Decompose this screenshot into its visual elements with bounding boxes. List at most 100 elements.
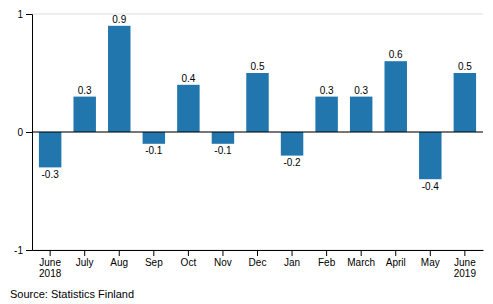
x-tick-mark: [326, 250, 327, 256]
grid-line: [32, 132, 483, 133]
x-tick: Oct: [181, 250, 197, 268]
y-tick: -1: [14, 245, 32, 256]
plot: -0.3 0.3 0.9 -0.1 0.4 -0.1 0.5 -0.2 0.3 0.3 0.6 -0.…: [14, 9, 483, 279]
x-tick-mark: [222, 250, 223, 256]
x-tick: Nov: [214, 250, 232, 268]
x-tick-mark: [188, 250, 189, 256]
x-tick-mark: [430, 250, 431, 256]
x-tick-label-line: Feb: [318, 257, 336, 268]
x-tick: May: [421, 250, 440, 268]
y-tick-label: 0: [17, 127, 23, 138]
bar: [177, 85, 199, 132]
x-tick-label-line: April: [386, 257, 406, 268]
bar: [281, 132, 303, 156]
x-tick-label: June2018: [39, 257, 62, 279]
x-tick: March: [347, 250, 375, 268]
data-label: 0.3: [354, 85, 368, 96]
x-tick-label: Jan: [284, 257, 300, 268]
x-tick-mark: [84, 250, 85, 256]
x-tick-mark: [119, 250, 120, 256]
bars: [39, 26, 476, 179]
data-label: 0.3: [320, 85, 334, 96]
x-tick-label-line: 2018: [39, 268, 62, 279]
bar: [212, 132, 234, 144]
x-tick: April: [386, 250, 406, 268]
y-tick-label: -1: [14, 245, 23, 256]
x-tick-mark: [153, 250, 154, 256]
data-label: 0.3: [78, 85, 92, 96]
data-label: -0.1: [214, 145, 232, 156]
y-tick-mark: [26, 132, 32, 133]
y-axis: -1 0 1: [14, 9, 32, 256]
x-tick-mark: [292, 250, 293, 256]
x-tick-mark: [464, 250, 465, 256]
x-tick-mark: [395, 250, 396, 256]
bar: [350, 97, 372, 132]
bar: [246, 73, 268, 132]
bar: [454, 73, 476, 132]
data-label: 0.6: [389, 49, 403, 60]
x-tick-mark: [257, 250, 258, 256]
grid: [32, 14, 483, 250]
y-axis-line: [26, 15, 33, 251]
x-tick: June2018: [39, 250, 62, 279]
x-tick-mark: [361, 250, 362, 256]
bar: [108, 26, 130, 132]
bar: [39, 132, 61, 167]
x-tick-label: Feb: [318, 257, 336, 268]
bar: [143, 132, 165, 144]
x-tick-label-line: Nov: [214, 257, 232, 268]
x-tick-label: Sep: [145, 257, 163, 268]
x-tick: July: [76, 250, 94, 268]
data-label: -0.2: [283, 157, 301, 168]
x-tick: June2019: [454, 250, 477, 279]
bar: [315, 97, 337, 132]
chart: -0.3 0.3 0.9 -0.1 0.4 -0.1 0.5 -0.2 0.3 0.3 0.6 -0.…: [0, 0, 493, 304]
data-label: -0.3: [42, 169, 60, 180]
x-tick-label-line: 2019: [454, 268, 477, 279]
data-label: -0.4: [422, 181, 440, 192]
x-tick-label-line: Oct: [181, 257, 197, 268]
x-tick-label-line: May: [421, 257, 440, 268]
zero-line: [32, 132, 483, 133]
data-labels: -0.3 0.3 0.9 -0.1 0.4 -0.1 0.5 -0.2 0.3 0.3 0.6 -0.…: [42, 14, 473, 192]
y-tick: 0: [17, 127, 32, 138]
data-label: 0.9: [112, 14, 126, 25]
x-tick-label: Dec: [249, 257, 267, 268]
data-label: -0.1: [145, 145, 163, 156]
x-tick-label-line: Dec: [249, 257, 267, 268]
x-tick: Jan: [284, 250, 300, 268]
x-tick-mark: [50, 250, 51, 256]
x-tick-label: April: [386, 257, 406, 268]
x-tick: Dec: [249, 250, 267, 268]
x-tick-label-line: Aug: [110, 257, 128, 268]
annotation: Source: Statistics Finland: [10, 288, 134, 300]
x-tick: Sep: [145, 250, 163, 268]
x-tick-label: June2019: [454, 257, 477, 279]
y-tick-mark: [26, 250, 32, 251]
bar: [73, 97, 95, 132]
x-tick-label-line: July: [76, 257, 94, 268]
x-tick-label: Nov: [214, 257, 232, 268]
x-tick-label: Oct: [181, 257, 197, 268]
y-tick-label: 1: [17, 9, 23, 20]
data-label: 0.5: [251, 61, 265, 72]
data-label: 0.4: [181, 73, 195, 84]
x-tick-label-line: March: [347, 257, 375, 268]
data-label: 0.5: [458, 61, 472, 72]
y-tick: 1: [17, 9, 32, 20]
x-tick: Feb: [318, 250, 336, 268]
x-tick-label-line: June: [39, 257, 61, 268]
x-tick-label-line: June: [454, 257, 476, 268]
bar: [385, 61, 407, 132]
grid-line: [32, 14, 483, 15]
x-tick-label: Aug: [110, 257, 128, 268]
x-tick-label: July: [76, 257, 94, 268]
y-tick-mark: [26, 14, 32, 15]
x-axis: June2018JulyAugSepOctNovDecJanFebMarchAp…: [33, 250, 484, 279]
x-tick-label-line: Sep: [145, 257, 163, 268]
x-tick: Aug: [110, 250, 128, 268]
x-tick-label: March: [347, 257, 375, 268]
x-tick-label-line: Jan: [284, 257, 300, 268]
bar: [419, 132, 441, 179]
